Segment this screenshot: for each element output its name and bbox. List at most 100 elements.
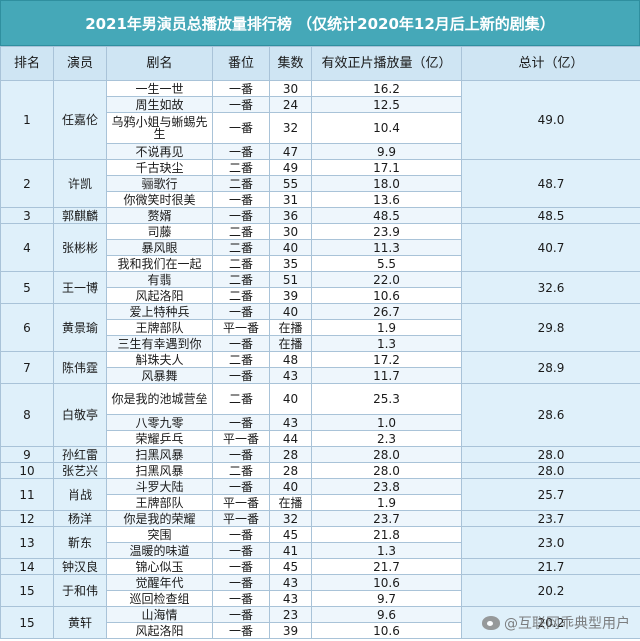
position-cell: 一番 xyxy=(212,207,270,224)
episodes-cell: 48 xyxy=(269,351,312,368)
position-cell: 二番 xyxy=(212,287,270,304)
plays-cell: 1.3 xyxy=(311,542,462,559)
position-cell: 一番 xyxy=(212,558,270,575)
plays-cell: 17.1 xyxy=(311,159,462,176)
rank-cell: 2 xyxy=(0,159,54,208)
drama-cell: 巡回检查组 xyxy=(106,590,213,607)
position-cell: 二番 xyxy=(212,175,270,192)
total-cell: 49.0 xyxy=(461,80,640,160)
plays-cell: 23.9 xyxy=(311,223,462,240)
table-row: 你微笑时很美 一番 31 13.6 xyxy=(1,191,640,208)
total-cell: 28.0 xyxy=(461,446,640,463)
table-row: 我和我们在一起 二番 35 5.5 xyxy=(1,255,640,272)
drama-cell: 风起洛阳 xyxy=(106,622,213,639)
plays-cell: 21.8 xyxy=(311,526,462,543)
drama-cell: 骊歌行 xyxy=(106,175,213,192)
header-actor: 演员 xyxy=(53,46,107,81)
total-cell: 23.7 xyxy=(461,510,640,527)
header-position: 番位 xyxy=(212,46,270,81)
episodes-cell: 43 xyxy=(269,414,312,431)
episodes-cell: 43 xyxy=(269,367,312,384)
drama-cell: 一生一世 xyxy=(106,80,213,97)
total-cell: 40.7 xyxy=(461,223,640,272)
episodes-cell: 31 xyxy=(269,191,312,208)
table-row: 15 于和伟 觉醒年代 一番 43 10.6 20.2 xyxy=(0,574,640,607)
actor-cell: 黄景瑜 xyxy=(53,303,107,352)
drama-cell: 爱上特种兵 xyxy=(106,303,213,320)
episodes-cell: 32 xyxy=(269,112,312,144)
drama-cell: 风起洛阳 xyxy=(106,287,213,304)
actor-cell: 白敬亭 xyxy=(53,383,107,447)
position-cell: 二番 xyxy=(212,271,270,288)
episodes-cell: 45 xyxy=(269,558,312,575)
episodes-cell: 51 xyxy=(269,271,312,288)
table-row: 风起洛阳 一番 39 10.6 xyxy=(1,622,640,639)
actor-cell: 肖战 xyxy=(53,478,107,511)
drama-cell: 锦心似玉 xyxy=(106,558,213,575)
position-cell: 一番 xyxy=(212,526,270,543)
plays-cell: 13.6 xyxy=(311,191,462,208)
table-row: 王牌部队 平一番 在播 1.9 xyxy=(1,494,640,511)
plays-cell: 9.9 xyxy=(311,143,462,160)
drama-cell: 山海情 xyxy=(106,606,213,623)
total-cell: 29.8 xyxy=(461,303,640,352)
drama-cell: 你是我的池城营垒 xyxy=(106,383,213,415)
table-row: 4 张彬彬 司藤 二番 30 23.9 40.7 xyxy=(0,223,640,272)
rank-cell: 12 xyxy=(0,510,54,527)
drama-cell: 你微笑时很美 xyxy=(106,191,213,208)
table-row: 八零九零 一番 43 1.0 xyxy=(1,414,640,431)
rank-cell: 15 xyxy=(0,574,54,607)
drama-cell: 荣耀乒乓 xyxy=(106,430,213,447)
episodes-cell: 40 xyxy=(269,239,312,256)
position-cell: 一番 xyxy=(212,191,270,208)
table-row: 三生有幸遇到你 一番 在播 1.3 xyxy=(1,335,640,352)
drama-cell: 暴风眼 xyxy=(106,239,213,256)
episodes-cell: 40 xyxy=(269,303,312,320)
episodes-cell: 36 xyxy=(269,207,312,224)
plays-cell: 25.3 xyxy=(311,383,462,415)
rank-cell: 6 xyxy=(0,303,54,352)
table-row: 暴风眼 二番 40 11.3 xyxy=(1,239,640,256)
episodes-cell: 32 xyxy=(269,510,312,527)
drama-cell: 扫黑风暴 xyxy=(106,446,213,463)
rank-cell: 15 xyxy=(0,606,54,639)
plays-cell: 1.9 xyxy=(311,494,462,511)
episodes-cell: 47 xyxy=(269,143,312,160)
plays-cell: 21.7 xyxy=(311,558,462,575)
header-rank: 排名 xyxy=(0,46,54,81)
actor-cell: 许凯 xyxy=(53,159,107,208)
episodes-cell: 28 xyxy=(269,446,312,463)
ranking-table: 排名 演员 剧名 番位 集数 有效正片播放量（亿） 总计（亿） 1 任嘉伦 一生一世… xyxy=(0,46,640,639)
position-cell: 一番 xyxy=(212,446,270,463)
plays-cell: 1.0 xyxy=(311,414,462,431)
episodes-cell: 28 xyxy=(269,462,312,479)
actor-cell: 张彬彬 xyxy=(53,223,107,272)
plays-cell: 26.7 xyxy=(311,303,462,320)
position-cell: 一番 xyxy=(212,335,270,352)
plays-cell: 1.9 xyxy=(311,319,462,336)
drama-cell: 王牌部队 xyxy=(106,494,213,511)
header-total: 总计（亿） xyxy=(461,46,640,81)
table-row: 乌鸦小姐与蜥蜴先生 一番 32 10.4 xyxy=(1,112,640,144)
rank-cell: 3 xyxy=(0,207,54,224)
total-cell: 28.9 xyxy=(461,351,640,384)
position-cell: 二番 xyxy=(212,255,270,272)
rank-cell: 8 xyxy=(0,383,54,447)
plays-cell: 11.3 xyxy=(311,239,462,256)
plays-cell: 16.2 xyxy=(311,80,462,97)
actor-cell: 于和伟 xyxy=(53,574,107,607)
position-cell: 一番 xyxy=(212,80,270,97)
rank-cell: 5 xyxy=(0,271,54,304)
episodes-cell: 45 xyxy=(269,526,312,543)
plays-cell: 10.6 xyxy=(311,622,462,639)
plays-cell: 11.7 xyxy=(311,367,462,384)
drama-cell: 八零九零 xyxy=(106,414,213,431)
episodes-cell: 在播 xyxy=(269,494,312,511)
actor-cell: 郭麒麟 xyxy=(53,207,107,224)
episodes-cell: 40 xyxy=(269,383,312,415)
table-row: 12 杨洋 你是我的荣耀 平一番 32 23.7 23.7 xyxy=(0,510,640,527)
table-row: 2 许凯 千古玦尘 二番 49 17.1 48.7 xyxy=(0,159,640,208)
rank-cell: 11 xyxy=(0,478,54,511)
rank-cell: 7 xyxy=(0,351,54,384)
rank-cell: 4 xyxy=(0,223,54,272)
